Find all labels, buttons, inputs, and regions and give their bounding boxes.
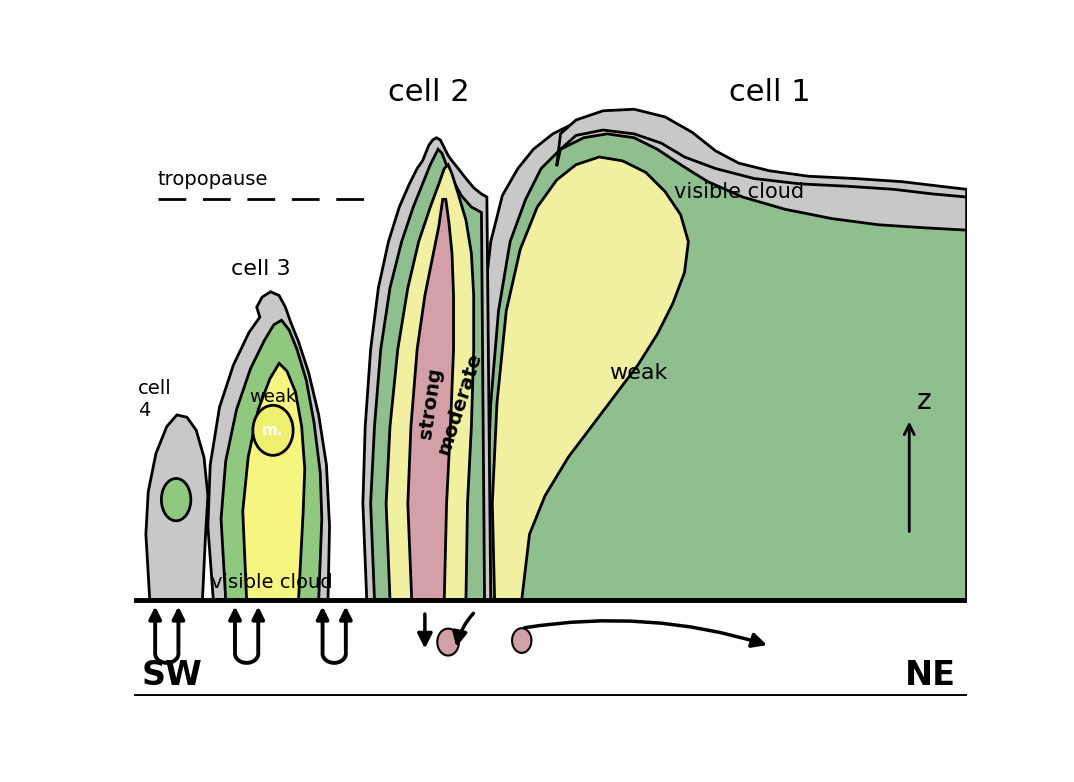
Text: z: z	[917, 387, 932, 415]
Text: moderate: moderate	[434, 350, 485, 457]
Polygon shape	[371, 149, 484, 600]
Polygon shape	[387, 165, 474, 600]
Ellipse shape	[437, 629, 459, 655]
Polygon shape	[221, 320, 322, 600]
Ellipse shape	[512, 628, 532, 653]
Polygon shape	[243, 364, 305, 600]
Polygon shape	[208, 292, 330, 600]
Polygon shape	[492, 157, 688, 600]
Text: cell 2: cell 2	[388, 78, 469, 107]
Text: strong: strong	[416, 367, 445, 440]
Text: tropopause: tropopause	[158, 170, 267, 189]
Text: cell 3: cell 3	[231, 259, 291, 278]
Polygon shape	[408, 199, 453, 600]
Text: SW: SW	[142, 659, 203, 692]
Ellipse shape	[161, 479, 191, 521]
Ellipse shape	[252, 405, 293, 455]
Text: weak: weak	[609, 363, 667, 382]
Text: m.: m.	[262, 423, 284, 438]
Polygon shape	[146, 415, 208, 600]
Text: NE: NE	[904, 659, 956, 692]
Polygon shape	[556, 109, 967, 197]
Polygon shape	[487, 134, 967, 600]
Text: visible cloud: visible cloud	[212, 573, 333, 592]
Text: weak: weak	[249, 388, 296, 406]
Text: cell 1: cell 1	[729, 78, 811, 107]
Text: visible cloud: visible cloud	[673, 181, 803, 202]
Text: cell
4: cell 4	[139, 379, 172, 420]
Polygon shape	[476, 119, 967, 600]
Polygon shape	[363, 138, 491, 600]
